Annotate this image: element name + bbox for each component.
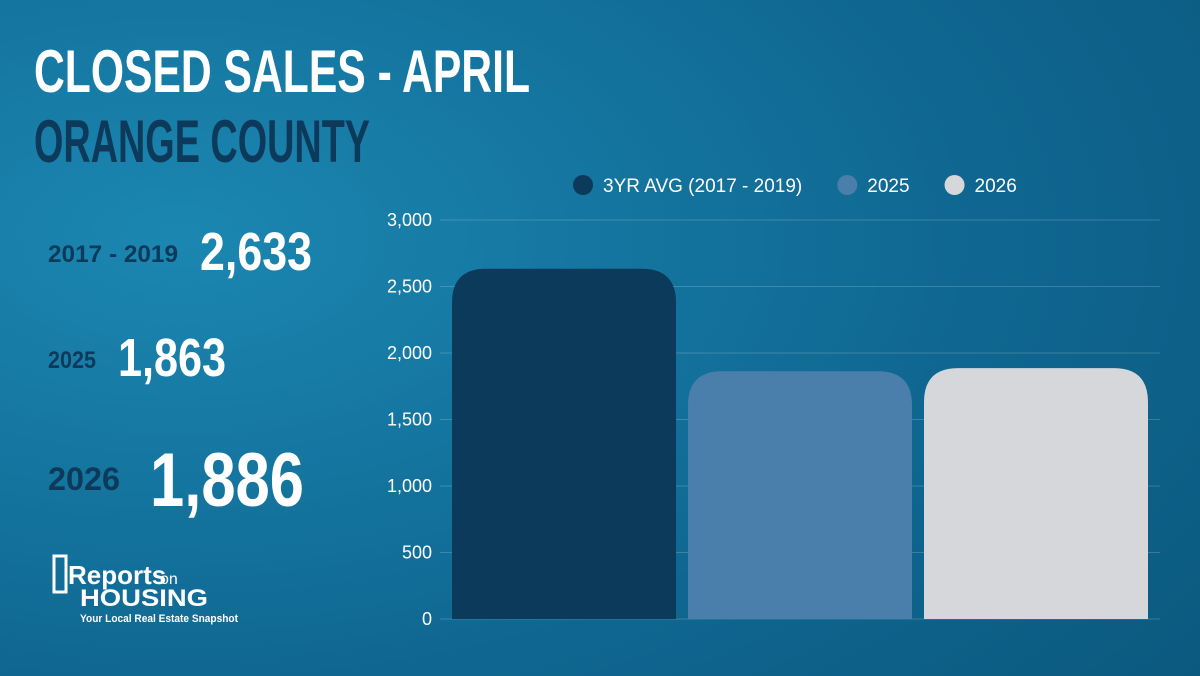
bar xyxy=(452,268,676,619)
subtitle: ORANGE COUNTY xyxy=(34,108,370,175)
stat-value: 2,633 xyxy=(200,222,312,282)
y-tick-label: 1,500 xyxy=(387,410,432,430)
legend-marker xyxy=(837,175,858,195)
legend-label: 2025 xyxy=(867,176,909,197)
logo-brand-line2: HOUSING xyxy=(80,585,208,612)
stat-value: 1,863 xyxy=(118,328,226,388)
logo-tagline: Your Local Real Estate Snapshot xyxy=(80,613,238,625)
logo-icon xyxy=(52,554,68,594)
chart: 0 500 1,000 1,500 2,000 2,500 3,000 3YR AVG (20… xyxy=(387,175,1160,629)
legend-label: 2026 xyxy=(975,176,1017,197)
title: CLOSED SALES - APRIL xyxy=(34,38,530,105)
logo-brand-small: on xyxy=(160,571,178,588)
legend-marker xyxy=(944,175,965,195)
logo: Reports on HOUSING Your Local Real Estat… xyxy=(52,554,238,625)
y-tick-label: 0 xyxy=(422,609,432,629)
logo-brand: Reports xyxy=(68,560,166,590)
bar xyxy=(688,371,912,619)
legend-marker xyxy=(573,175,593,195)
stat-label: 2017 - 2019 xyxy=(48,241,178,268)
y-tick-label: 500 xyxy=(402,543,432,563)
stat-label: 2025 xyxy=(48,347,96,374)
stat-value: 1,886 xyxy=(150,438,304,523)
y-tick-label: 2,500 xyxy=(387,277,432,297)
legend-label: 3YR AVG (2017 - 2019) xyxy=(603,176,802,197)
bar xyxy=(924,368,1148,619)
stat-label: 2026 xyxy=(48,461,120,497)
y-tick-label: 1,000 xyxy=(387,476,432,496)
y-tick-label: 2,000 xyxy=(387,343,432,363)
y-tick-label: 3,000 xyxy=(387,210,432,230)
